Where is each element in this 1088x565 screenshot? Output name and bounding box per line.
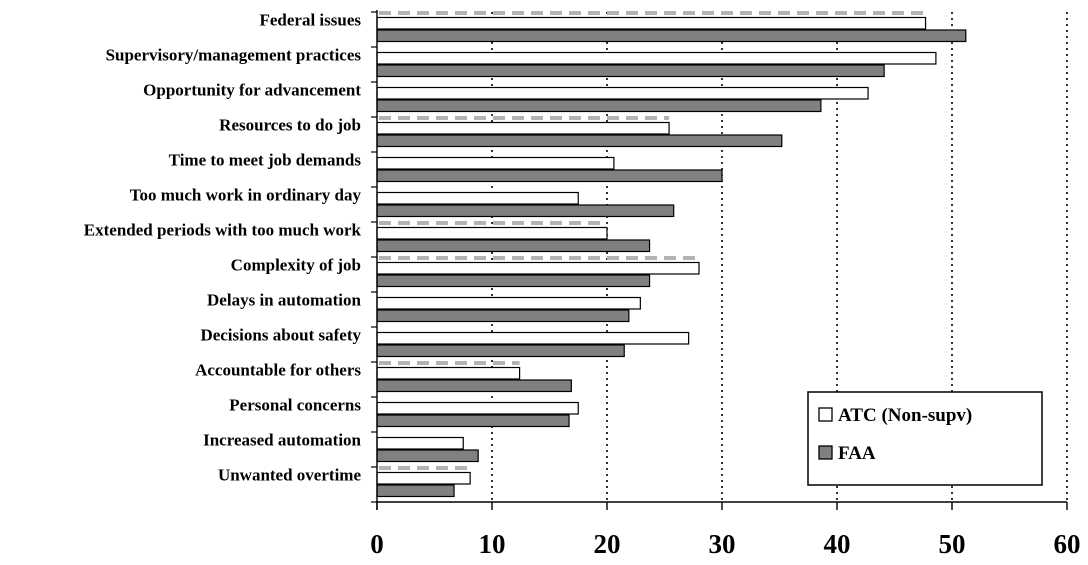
category-label: Federal issues	[259, 11, 361, 30]
category-label: Unwanted overtime	[218, 466, 362, 485]
legend-swatch	[818, 407, 833, 422]
bar-atc	[376, 261, 700, 275]
bar-atc	[376, 331, 690, 345]
bar-faa	[376, 484, 455, 498]
bar-faa	[376, 239, 651, 253]
x-tick-label: 20	[594, 529, 621, 559]
bar-faa	[376, 134, 783, 148]
x-tick-label: 50	[939, 529, 966, 559]
bar-atc	[376, 226, 608, 240]
category-labels: Federal issues Supervisory/management pra…	[84, 11, 362, 485]
bar-atc	[376, 51, 937, 65]
reference-dashes	[379, 11, 926, 470]
category-label: Personal concerns	[229, 396, 361, 415]
category-label: Increased automation	[203, 431, 361, 450]
bar-faa	[376, 99, 822, 113]
bar-atc	[376, 471, 471, 485]
bar-faa	[376, 204, 675, 218]
category-label: Too much work in ordinary day	[130, 186, 362, 205]
bar-faa	[376, 449, 479, 463]
category-label: Supervisory/management practices	[106, 46, 362, 65]
bar-faa	[376, 379, 572, 393]
bar-atc	[376, 156, 615, 170]
tick-labels: 0 10 20 30 40 50 60	[370, 529, 1080, 559]
bar-atc	[376, 436, 464, 450]
category-label: Time to meet job demands	[169, 151, 362, 170]
bar-atc	[376, 16, 927, 30]
bar-atc	[376, 191, 579, 205]
bar-faa	[376, 274, 651, 288]
category-label: Opportunity for advancement	[143, 81, 361, 100]
legend-box	[807, 391, 1043, 486]
x-tick-label: 0	[370, 529, 384, 559]
bar-atc	[376, 366, 521, 380]
bar-faa	[376, 29, 967, 43]
bar-atc	[376, 401, 579, 415]
bar-faa	[376, 414, 570, 428]
category-label: Complexity of job	[231, 256, 361, 275]
bar-atc	[376, 86, 869, 100]
bar-faa	[376, 64, 885, 78]
legend: ATC (Non-supv) FAA	[807, 391, 1043, 486]
bar-atc	[376, 121, 670, 135]
category-label: Resources to do job	[219, 116, 361, 135]
bar-atc	[376, 296, 641, 310]
bar-faa	[376, 169, 723, 183]
bar-faa	[376, 344, 625, 358]
x-tick-label: 10	[479, 529, 506, 559]
category-label: Delays in automation	[207, 291, 362, 310]
x-tick-label: 40	[824, 529, 851, 559]
axes	[371, 10, 1068, 510]
category-label: Accountable for others	[195, 361, 361, 380]
bar-faa	[376, 309, 630, 323]
legend-label: ATC (Non-supv)	[838, 405, 972, 426]
category-label: Decisions about safety	[200, 326, 361, 345]
legend-label: FAA	[838, 443, 876, 464]
x-tick-label: 30	[709, 529, 736, 559]
legend-swatch	[818, 445, 833, 460]
category-label: Extended periods with too much work	[84, 221, 362, 240]
x-tick-label: 60	[1054, 529, 1081, 559]
